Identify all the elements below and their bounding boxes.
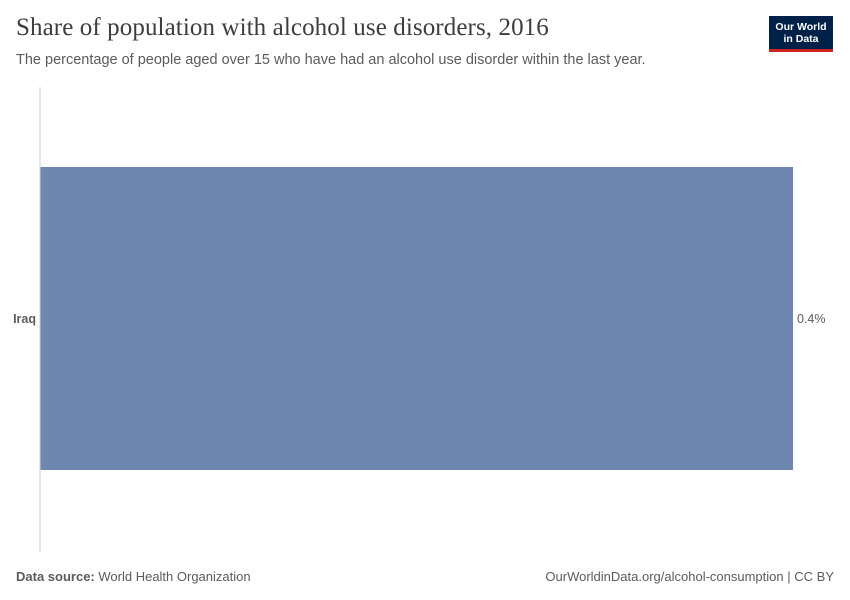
data-source: Data source: World Health Organization	[16, 569, 251, 584]
logo-line-1: Our World	[775, 21, 827, 33]
chart-title: Share of population with alcohol use dis…	[16, 14, 549, 41]
chart-subtitle: The percentage of people aged over 15 wh…	[16, 52, 646, 68]
license-link[interactable]: CC BY	[794, 569, 834, 584]
category-label: Iraq	[13, 312, 36, 326]
footer-attribution: OurWorldinData.org/alcohol-consumption |…	[545, 569, 834, 584]
owid-logo[interactable]: Our World in Data	[769, 16, 833, 52]
bar-iraq[interactable]	[40, 167, 794, 470]
data-source-value: World Health Organization	[98, 569, 251, 584]
value-label: 0.4%	[797, 312, 826, 326]
source-link[interactable]: OurWorldinData.org/alcohol-consumption	[545, 569, 784, 584]
data-source-label: Data source:	[16, 569, 95, 584]
logo-line-2: in Data	[783, 33, 819, 45]
bars-group: Iraq 0.4%	[13, 167, 826, 470]
footer-separator: |	[787, 569, 791, 584]
